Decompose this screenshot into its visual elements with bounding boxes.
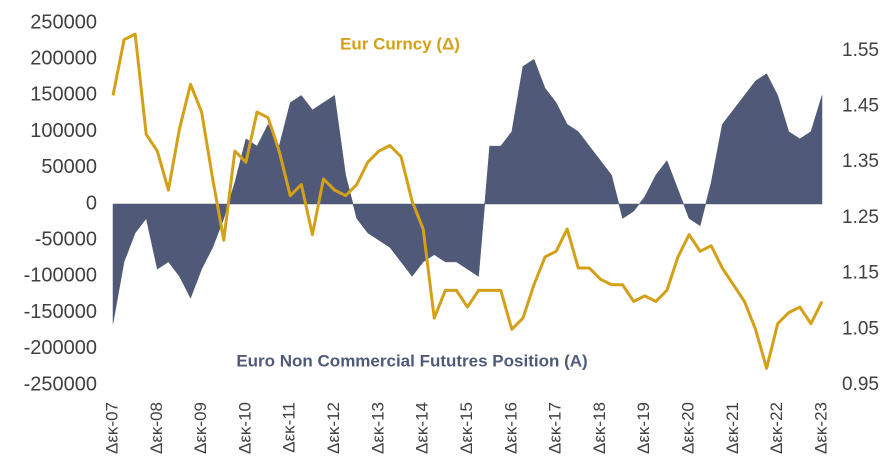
- y2-tick-label: 1.05: [842, 318, 879, 339]
- x-tick-label: Δεκ-21: [723, 402, 742, 454]
- y-tick-label: 200000: [30, 47, 97, 69]
- x-tick-label: Δεκ-08: [147, 402, 166, 454]
- x-tick-label: Δεκ-11: [280, 402, 299, 453]
- y2-tick-label: 1.35: [842, 151, 879, 172]
- x-tick-label: Δεκ-17: [546, 402, 565, 454]
- x-tick-label: Δεκ-22: [767, 402, 786, 454]
- y-tick-label: 250000: [30, 11, 97, 33]
- y-tick-label: 100000: [30, 120, 97, 142]
- y2-tick-label: 1.45: [842, 96, 879, 117]
- x-tick-label: Δεκ-13: [368, 402, 387, 454]
- x-tick-label: Δεκ-09: [191, 402, 210, 454]
- y-tick-label: 50000: [41, 156, 97, 178]
- line: [111, 32, 824, 370]
- series-label: Eur Curncy (Δ): [340, 34, 460, 53]
- x-tick-label: Δεκ-23: [811, 402, 830, 454]
- y-tick-label: 0: [86, 192, 97, 214]
- x-tick-label: Δεκ-12: [324, 402, 343, 454]
- y2-tick-label: 1.25: [842, 207, 879, 228]
- area: [112, 58, 823, 324]
- y-tick-label: -200000: [24, 337, 97, 359]
- x-tick-label: Δεκ-07: [102, 402, 121, 454]
- x-tick-label: Δεκ-19: [634, 402, 653, 454]
- y-tick-label: -100000: [24, 265, 97, 287]
- y2-tick-label: 1.55: [842, 40, 879, 61]
- y-tick-label: -250000: [24, 373, 97, 395]
- x-tick-label: Δεκ-15: [457, 402, 476, 454]
- x-tick-label: Δεκ-16: [501, 402, 520, 454]
- y2-tick-label: 1.15: [842, 263, 879, 284]
- y2-tick-label: 0.95: [842, 374, 879, 395]
- x-tick-label: Δεκ-20: [679, 402, 698, 454]
- series-label: Euro Non Commercial Fututres Position (A…: [236, 351, 587, 370]
- y-tick-label: 150000: [30, 84, 97, 106]
- x-tick-label: Δεκ-10: [235, 402, 254, 454]
- x-tick-label: Δεκ-18: [590, 402, 609, 454]
- y-tick-label: -50000: [35, 228, 97, 250]
- y-tick-label: -150000: [24, 301, 97, 323]
- x-tick-label: Δεκ-14: [413, 402, 432, 454]
